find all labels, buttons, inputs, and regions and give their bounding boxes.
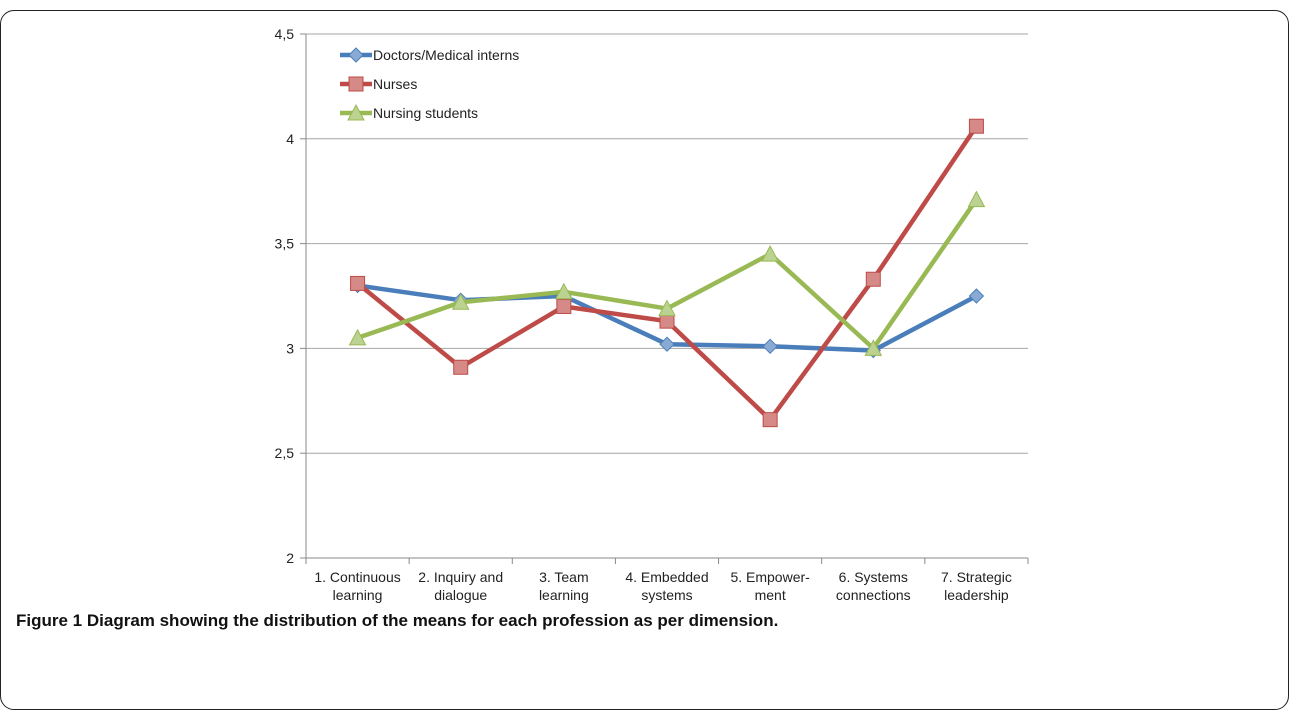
data-point bbox=[762, 338, 778, 355]
x-tick-label: 7. Strategic leadership bbox=[941, 569, 1012, 603]
x-tick-label: 1. Continuous learning bbox=[314, 569, 400, 603]
y-tick-label: 4,5 bbox=[275, 26, 295, 42]
figure-caption: Figure 1 Diagram showing the distributio… bbox=[16, 611, 778, 631]
y-tick-labels: 2 2,5 3 3,5 4 4,5 bbox=[275, 26, 295, 566]
series-line bbox=[356, 124, 979, 422]
caption-label: Figure 1 bbox=[16, 611, 83, 630]
legend: Doctors/Medical interns Nurses Nursing stu… bbox=[340, 47, 519, 121]
data-point bbox=[350, 275, 366, 291]
data-point bbox=[556, 298, 572, 314]
series-group bbox=[348, 118, 986, 428]
grid-lines bbox=[306, 33, 1028, 454]
x-tick-label: 5. Empower-ment bbox=[730, 569, 810, 603]
data-point bbox=[968, 118, 984, 134]
y-tick-label: 2 bbox=[286, 550, 294, 566]
y-tick-label: 3,5 bbox=[275, 236, 295, 252]
legend-item: Doctors/Medical interns bbox=[340, 47, 519, 63]
y-tick-label: 4 bbox=[286, 131, 294, 147]
legend-label: Nursing students bbox=[373, 105, 478, 121]
line-chart: 2 2,5 3 3,5 4 4,5 1. Continuous learning 2. Inq… bbox=[275, 26, 1029, 603]
x-tick-label: 3. Team learning bbox=[539, 569, 589, 603]
legend-marker bbox=[348, 47, 364, 63]
data-point bbox=[348, 328, 367, 346]
data-point bbox=[555, 282, 573, 300]
data-point bbox=[451, 293, 470, 310]
series-2 bbox=[348, 190, 986, 356]
data-point bbox=[864, 339, 883, 356]
x-tick-labels: 1. Continuous learning 2. Inquiry and dialo… bbox=[314, 569, 1011, 603]
legend-label: Doctors/Medical interns bbox=[373, 47, 519, 63]
x-tick-label: 6. Systems connections bbox=[836, 569, 911, 603]
series-1 bbox=[350, 118, 984, 428]
data-point bbox=[761, 245, 779, 262]
caption-text: Diagram showing the distribution of the … bbox=[86, 611, 779, 630]
data-point bbox=[659, 336, 675, 352]
x-tick-label: 2. Inquiry and dialogue bbox=[418, 569, 503, 603]
data-point bbox=[658, 299, 676, 317]
legend-item: Nurses bbox=[340, 76, 417, 92]
data-point bbox=[967, 190, 986, 208]
legend-marker bbox=[347, 103, 365, 121]
data-point bbox=[659, 313, 675, 329]
data-point bbox=[968, 288, 985, 304]
x-tick-label: 4. Embedded systems bbox=[625, 569, 708, 603]
data-point bbox=[453, 359, 469, 375]
data-point bbox=[762, 412, 778, 428]
axes bbox=[300, 33, 1029, 564]
legend-item: Nursing students bbox=[340, 103, 478, 121]
y-tick-label: 2,5 bbox=[275, 445, 295, 461]
data-point bbox=[865, 271, 881, 287]
y-tick-label: 3 bbox=[286, 340, 294, 356]
legend-marker bbox=[348, 76, 364, 92]
legend-label: Nurses bbox=[373, 76, 417, 92]
